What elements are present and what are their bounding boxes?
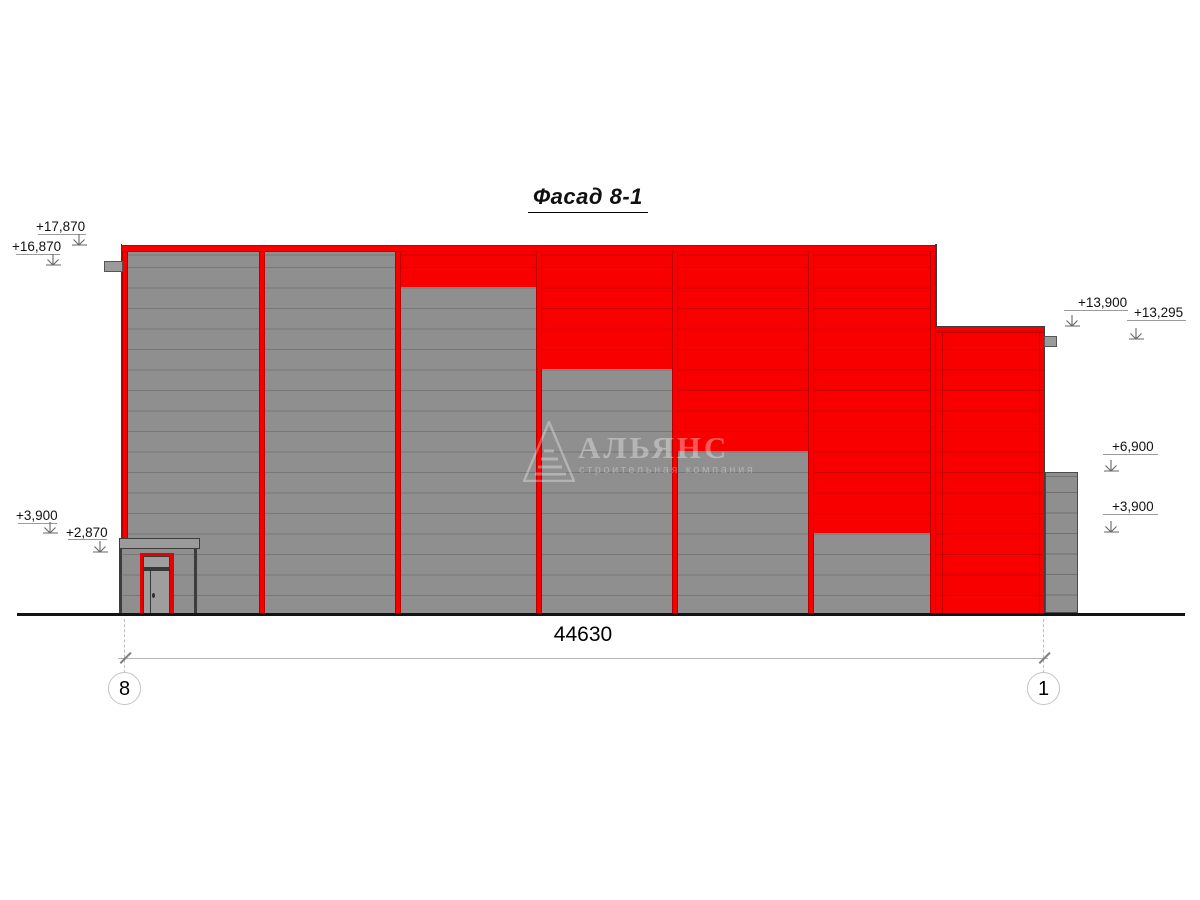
step-block-joint-left	[941, 333, 943, 613]
elevation-marker-13900: +13,900	[1078, 295, 1128, 310]
facade-red-panel-bay4	[541, 252, 672, 369]
elevation-leader	[16, 253, 60, 255]
elevation-marker-17870: +17,870	[36, 219, 86, 234]
facade-mullion-5	[671, 251, 678, 613]
facade-mullion-7	[930, 251, 936, 613]
elevation-leader	[1103, 454, 1158, 455]
door-inner-frame	[143, 556, 170, 613]
grid-axis-1-dash	[1043, 619, 1044, 673]
page-title: Фасад 8-1	[528, 184, 648, 213]
facade-parapet	[122, 245, 936, 252]
facade-red-panel-bay3	[400, 252, 536, 287]
door-transom-bar	[144, 567, 169, 571]
grid-bubble-8: 8	[108, 672, 141, 705]
dimension-line	[118, 657, 1048, 659]
elevation-marker-2870: +2,870	[66, 524, 108, 540]
ground-line	[17, 612, 1185, 617]
facade-mullion-2	[258, 251, 265, 613]
elevation-leader	[1103, 514, 1158, 515]
elevation-marker-3900-right: +3,900	[1112, 499, 1154, 514]
elevation-leader	[1127, 319, 1186, 321]
level-mark-icon	[93, 540, 108, 553]
facade-red-panel-bay6	[813, 252, 931, 533]
step-block-joint-right	[1038, 333, 1040, 613]
elevation-leader	[1064, 309, 1128, 311]
door-handle	[151, 593, 155, 598]
elevation-marker-6900: +6,900	[1112, 439, 1154, 454]
facade-step-block	[936, 326, 1045, 613]
elevation-leader	[18, 522, 57, 524]
facade-mullion-3	[394, 251, 401, 613]
entrance-canopy	[118, 538, 200, 549]
level-mark-icon	[1104, 459, 1119, 472]
level-mark-icon	[1065, 314, 1080, 327]
level-mark-icon	[46, 253, 61, 266]
facade-right-edge	[935, 244, 937, 327]
elevation-marker-3900-left: +3,900	[16, 508, 58, 523]
canopy-beam-right	[1044, 336, 1057, 347]
level-mark-icon	[72, 233, 87, 246]
grid-bubble-1: 1	[1027, 672, 1060, 705]
annex-strip	[1045, 471, 1078, 613]
door-leaf-seam	[149, 570, 151, 613]
level-mark-icon	[1129, 328, 1144, 340]
facade-mullion-1	[122, 251, 128, 539]
elevation-leader	[38, 234, 86, 235]
facade-left-edge	[120, 244, 123, 538]
facade-mullion-4	[535, 251, 542, 613]
level-mark-icon	[1104, 520, 1119, 533]
facade-mullion-6	[807, 251, 814, 613]
entrance-door	[139, 552, 174, 613]
elevation-marker-13295: +13,295	[1134, 305, 1184, 320]
level-mark-icon	[43, 521, 58, 534]
dimension-value: 44630	[553, 623, 613, 646]
elevation-leader	[68, 539, 107, 540]
grid-axis-8-dash	[124, 619, 125, 673]
elevation-marker-16870: +16,870	[12, 239, 62, 254]
entrance-column-right	[193, 548, 197, 614]
entrance-column-left	[119, 548, 122, 614]
step-block-parapet-line	[936, 332, 1044, 333]
facade-red-panel-bay5	[677, 252, 808, 451]
canopy-beam-left	[104, 261, 123, 272]
